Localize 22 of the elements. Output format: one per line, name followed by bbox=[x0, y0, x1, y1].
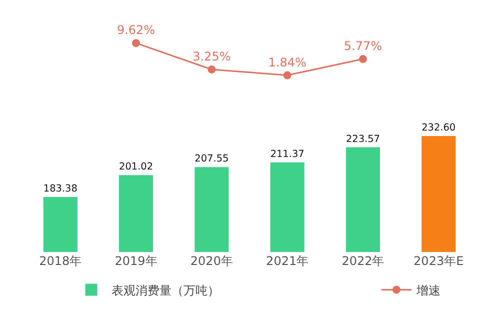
x-tick-label: 2018年 bbox=[39, 254, 82, 268]
legend-label: 增速 bbox=[415, 283, 440, 298]
legend-label: 表观消费量（万吨） bbox=[111, 283, 220, 298]
data-label: 223.57 bbox=[346, 134, 380, 145]
point bbox=[208, 65, 216, 74]
x-tick-label: 2023年E bbox=[414, 254, 464, 268]
data-label: 3.25% bbox=[192, 49, 231, 64]
x-tick-label: 2019年 bbox=[114, 254, 158, 268]
x-tick-label: 2021年 bbox=[266, 254, 309, 268]
point bbox=[283, 71, 292, 80]
data-label: 232.60 bbox=[422, 122, 456, 134]
point bbox=[358, 55, 367, 64]
data-label: 183.38 bbox=[43, 184, 78, 195]
data-label: 207.55 bbox=[194, 154, 229, 165]
x-tick-label: 2022年 bbox=[342, 254, 384, 268]
x-tick-label: 2020年 bbox=[190, 254, 233, 268]
data-label: 201.02 bbox=[119, 162, 154, 173]
data-label: 1.84% bbox=[268, 55, 306, 70]
data-label: 5.77% bbox=[344, 39, 382, 54]
data-label: 9.62% bbox=[116, 23, 156, 38]
data-label: 211.37 bbox=[270, 148, 304, 160]
point bbox=[132, 39, 140, 48]
